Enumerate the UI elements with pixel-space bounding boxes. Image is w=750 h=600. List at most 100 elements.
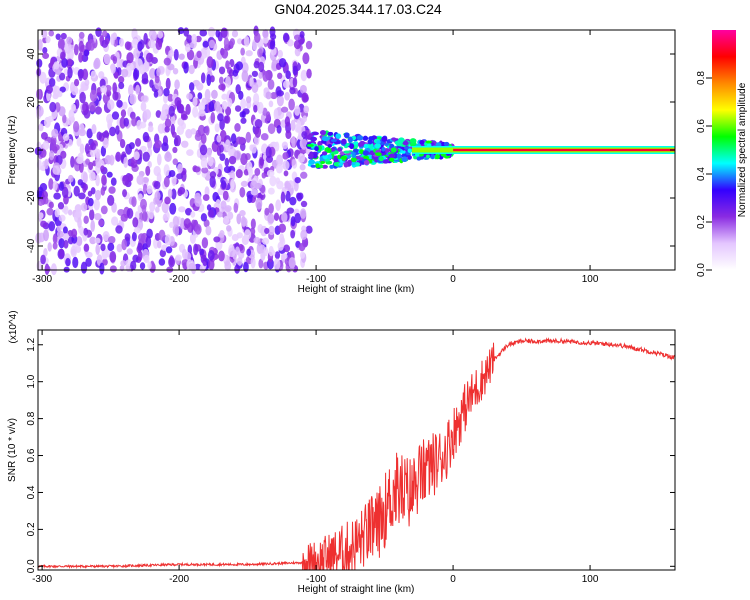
heatmap-cell bbox=[269, 175, 277, 187]
heatmap-cell bbox=[401, 156, 408, 163]
heatmap-cell bbox=[183, 61, 189, 74]
heatmap-cell bbox=[153, 90, 159, 98]
heatmap-cell bbox=[159, 249, 166, 258]
heatmap-cell bbox=[130, 260, 137, 271]
heatmap-cell bbox=[363, 160, 370, 166]
heatmap-cell bbox=[265, 111, 271, 122]
heatmap-cell bbox=[43, 229, 50, 242]
heatmap-cell bbox=[103, 53, 111, 65]
heatmap-cell bbox=[121, 238, 127, 251]
heatmap-cell bbox=[333, 161, 341, 167]
heatmap-cell bbox=[200, 72, 206, 84]
heatmap-cell bbox=[101, 131, 110, 138]
heatmap-cell bbox=[258, 61, 265, 73]
heatmap-cell bbox=[56, 225, 62, 232]
heatmap-cell bbox=[136, 174, 144, 186]
heatmap-cell bbox=[264, 227, 270, 235]
heatmap-cell bbox=[185, 103, 191, 116]
heatmap-cell bbox=[299, 164, 306, 171]
snr-x-axis-label: Height of straight line (km) bbox=[298, 584, 415, 595]
heatmap-cell bbox=[200, 48, 208, 60]
heatmap-cell bbox=[164, 151, 172, 163]
heatmap-cell bbox=[205, 147, 212, 158]
heatmap-cell bbox=[265, 146, 272, 159]
heatmap-cell bbox=[233, 202, 239, 213]
heatmap-cell bbox=[158, 229, 166, 241]
heatmap-cell bbox=[41, 29, 48, 39]
heatmap-cell bbox=[404, 146, 410, 150]
heatmap-cell bbox=[160, 109, 166, 117]
heatmap-cell bbox=[305, 225, 313, 234]
heatmap-cell bbox=[206, 56, 214, 68]
heatmap-cell bbox=[236, 213, 242, 225]
heatmap-cell bbox=[235, 168, 243, 179]
heatmap-cell bbox=[214, 123, 220, 133]
heatmap-cell bbox=[378, 156, 384, 162]
heatmap-cell bbox=[120, 109, 127, 118]
heatmap-cell bbox=[198, 109, 206, 117]
heatmap-cell bbox=[204, 125, 210, 136]
heatmap-cell bbox=[131, 196, 137, 208]
heatmap-cell bbox=[349, 143, 355, 150]
heatmap-cell bbox=[285, 130, 292, 140]
heatmap-cell bbox=[67, 174, 74, 183]
heatmap-cell bbox=[286, 207, 295, 214]
heatmap-cell bbox=[299, 84, 307, 94]
heatmap-cell bbox=[350, 156, 357, 163]
heatmap-cell bbox=[154, 139, 162, 149]
x-tick-label: -300 bbox=[32, 574, 52, 585]
heatmap-cell bbox=[177, 163, 183, 174]
heatmap-cell bbox=[222, 190, 229, 201]
heatmap-cell bbox=[94, 237, 101, 244]
heatmap-cell bbox=[283, 244, 291, 253]
y-tick-label: 1.2 bbox=[26, 337, 37, 351]
heatmap-cell bbox=[180, 113, 188, 121]
heatmap-cell bbox=[277, 49, 283, 59]
y-tick-label: 0.2 bbox=[26, 522, 37, 536]
heatmap-cell bbox=[363, 155, 370, 160]
heatmap-cell bbox=[83, 49, 90, 57]
heatmap-cell bbox=[94, 106, 102, 115]
colorbar-ticks: 0.0 0.2 0.4 0.6 0.8 bbox=[696, 71, 712, 277]
heatmap-cell bbox=[181, 170, 187, 182]
heatmap-cell bbox=[382, 159, 390, 164]
heatmap-cell bbox=[239, 111, 245, 118]
heatmap-cell bbox=[201, 237, 209, 249]
heatmap-cell bbox=[94, 213, 102, 221]
heatmap-cell bbox=[219, 129, 227, 142]
heatmap-cell bbox=[305, 40, 313, 50]
heatmap-cell bbox=[107, 99, 115, 111]
heatmap-cell bbox=[363, 143, 369, 149]
heatmap-cell bbox=[110, 177, 117, 186]
heatmap-cell bbox=[178, 53, 185, 60]
heatmap-cell bbox=[267, 213, 275, 224]
y-tick-label: 0.0 bbox=[26, 559, 37, 573]
heatmap-cell bbox=[207, 250, 215, 261]
heatmap-cell bbox=[237, 38, 243, 45]
heatmap-cell bbox=[145, 52, 153, 63]
x-tick-label: 100 bbox=[582, 574, 599, 585]
heatmap-cell bbox=[73, 43, 79, 56]
heatmap-cell bbox=[251, 70, 259, 77]
heatmap-cell bbox=[93, 59, 99, 70]
heatmap-cell bbox=[82, 171, 88, 184]
heatmap-cell bbox=[199, 248, 205, 256]
heatmap-cell bbox=[58, 248, 65, 259]
carrier-line bbox=[453, 148, 675, 152]
heatmap-cell bbox=[42, 46, 48, 54]
heatmap-cell bbox=[165, 77, 171, 90]
heatmap-cell bbox=[78, 52, 84, 63]
heatmap-cell bbox=[388, 157, 395, 162]
heatmap-cell bbox=[163, 57, 171, 66]
heatmap-cell bbox=[110, 33, 115, 46]
heatmap-cell bbox=[202, 194, 210, 201]
heatmap-cell bbox=[82, 101, 90, 114]
heatmap-cell bbox=[268, 245, 274, 257]
heatmap-cell bbox=[72, 256, 79, 269]
heatmap-cell bbox=[362, 150, 369, 156]
heatmap-cell bbox=[100, 243, 106, 252]
heatmap-cell bbox=[196, 50, 202, 59]
heatmap-cell bbox=[208, 39, 216, 49]
heatmap-cell bbox=[232, 249, 238, 260]
